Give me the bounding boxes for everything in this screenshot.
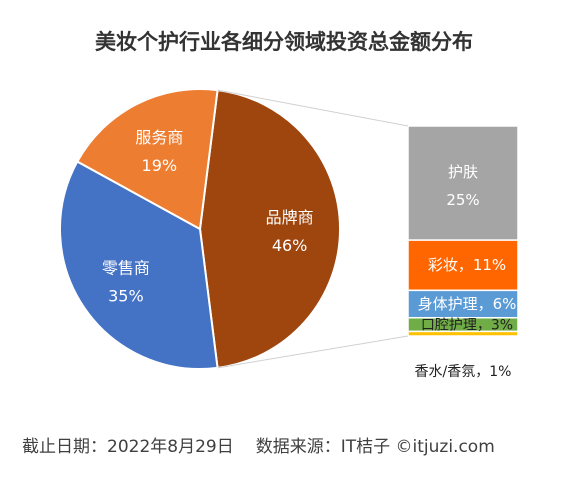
pie-slice-label: 品牌商 bbox=[266, 208, 314, 227]
breakdown-segment-label: 口腔护理，3% bbox=[421, 318, 513, 334]
breakdown-segment bbox=[407, 330, 519, 337]
breakdown-segment-label: 香水/香氛，1% bbox=[415, 364, 512, 380]
pie-slice-value: 46% bbox=[272, 236, 308, 255]
chart-title: 美妆个护行业各细分领域投资总金额分布 bbox=[95, 30, 473, 54]
footer-date: 截止日期：2022年8月29日 bbox=[22, 437, 234, 457]
pie-slice bbox=[59, 160, 219, 370]
breakdown-segment-label: 护肤 bbox=[448, 163, 478, 181]
breakdown-segment-label: 身体护理，6% bbox=[418, 295, 517, 313]
pie-slice bbox=[198, 88, 342, 370]
footer-source: 数据来源：IT桔子 ©itjuzi.com bbox=[255, 437, 495, 457]
footer: 截止日期：2022年8月29日 数据来源：IT桔子 ©itjuzi.com bbox=[22, 432, 562, 457]
breakdown-segment-value: 25% bbox=[446, 191, 479, 209]
connector-line bbox=[217, 89, 409, 127]
connector-line bbox=[217, 335, 409, 369]
pie-slice-value: 19% bbox=[142, 156, 178, 175]
breakdown-segment-label: 彩妆，11% bbox=[428, 256, 506, 274]
pie-slice bbox=[75, 88, 219, 231]
breakdown-segment bbox=[407, 239, 519, 292]
pie-slice-value: 35% bbox=[108, 286, 144, 305]
pie-slice-label: 服务商 bbox=[135, 128, 183, 147]
pie-slice-label: 零售商 bbox=[102, 258, 150, 277]
breakdown-segment bbox=[407, 289, 519, 319]
breakdown-segment bbox=[407, 125, 519, 241]
